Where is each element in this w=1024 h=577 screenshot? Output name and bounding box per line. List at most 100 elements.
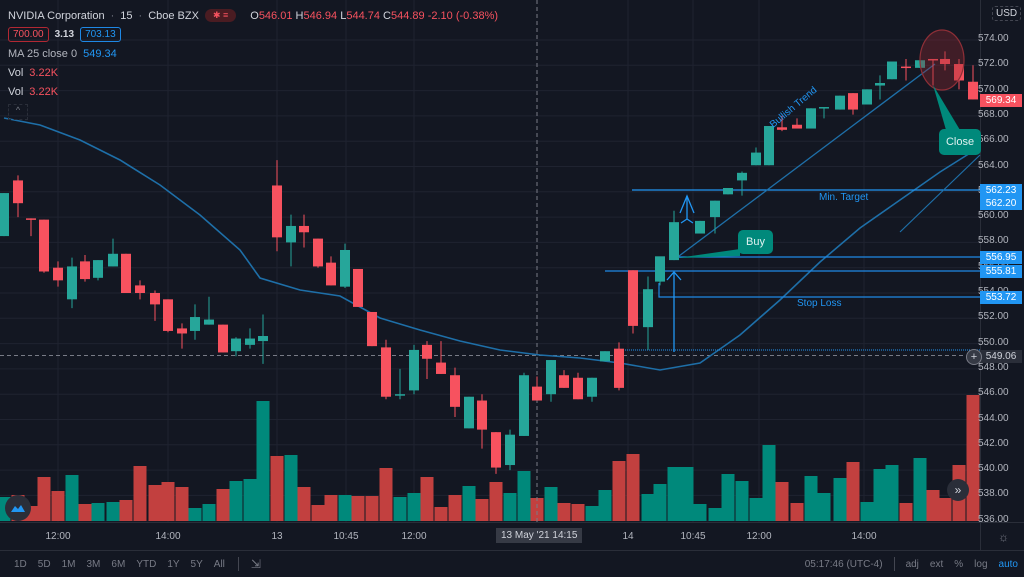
candle-body xyxy=(39,219,49,272)
min-target-label[interactable]: Min. Target xyxy=(819,192,869,203)
collapse-legend-button[interactable]: ^ xyxy=(8,104,28,120)
range-button-ytd[interactable]: YTD xyxy=(136,558,157,570)
volume-bar xyxy=(175,487,189,521)
market-status-icon[interactable]: ✱ ≡ xyxy=(204,9,237,22)
range-button-1d[interactable]: 1D xyxy=(14,558,27,570)
candle-body xyxy=(764,126,774,166)
candle-body xyxy=(272,185,282,238)
buy-button[interactable]: 703.13 xyxy=(80,27,121,42)
stop-loss-line xyxy=(658,283,980,298)
close-callout[interactable]: Close xyxy=(939,129,981,155)
mountain-icon xyxy=(11,505,25,512)
chart-legend: NVIDIA Corporation · 15 · Cboe BZX ✱ ≡ O… xyxy=(8,6,498,101)
volume-bar xyxy=(448,495,462,521)
volume-bar xyxy=(530,498,544,521)
price-tag: 555.81 xyxy=(980,265,1022,278)
stop-loss-label[interactable]: Stop Loss xyxy=(797,298,842,309)
candle-body xyxy=(887,61,897,80)
range-button-3m[interactable]: 3M xyxy=(86,558,101,570)
volume-bar xyxy=(804,476,818,521)
price-axis-label: 542.00 xyxy=(978,437,1009,449)
candle-body xyxy=(245,338,255,345)
separator: · xyxy=(138,9,143,22)
range-button-5y[interactable]: 5Y xyxy=(190,558,203,570)
volume-bar xyxy=(37,477,51,521)
range-button-all[interactable]: All xyxy=(213,558,225,570)
candle-body xyxy=(573,377,583,400)
time-axis-label: 14 xyxy=(622,531,634,542)
candle-body xyxy=(409,349,419,391)
toggle-auto[interactable]: auto xyxy=(998,558,1018,570)
volume-value: 3.22K xyxy=(29,85,59,98)
toggle-percent[interactable]: % xyxy=(954,558,964,570)
spread-value: 3.13 xyxy=(54,29,75,40)
candle-body xyxy=(231,338,241,352)
volume-bar xyxy=(873,469,887,521)
candle-body xyxy=(723,188,733,195)
candle-body xyxy=(532,386,542,401)
candle-body xyxy=(875,83,885,86)
candle-body xyxy=(600,351,610,362)
buy-callout[interactable]: Buy xyxy=(738,230,773,254)
volume-bar xyxy=(407,493,421,521)
volume-bar xyxy=(91,503,105,521)
ma-row[interactable]: MA 25 close 0 549.34 xyxy=(8,44,498,63)
candle-body xyxy=(80,261,90,280)
candle-body xyxy=(491,432,501,468)
chart-logo-button[interactable] xyxy=(5,495,31,521)
price-axis-label: 574.00 xyxy=(978,33,1009,44)
toggle-adj[interactable]: adj xyxy=(905,558,919,570)
range-button-1y[interactable]: 1Y xyxy=(167,558,180,570)
candle-body xyxy=(422,344,432,359)
ma-label: MA 25 close 0 xyxy=(8,47,78,60)
candle-body xyxy=(777,127,787,130)
toggle-log[interactable]: log xyxy=(974,558,988,570)
time-axis-label: 10:45 xyxy=(680,531,706,542)
open-label: O xyxy=(250,9,259,22)
range-button-1m[interactable]: 1M xyxy=(61,558,76,570)
price-axis-label: 536.00 xyxy=(978,513,1009,525)
volume-bar xyxy=(913,458,927,521)
volume-bar xyxy=(78,504,92,521)
time-axis-label: 10:45 xyxy=(333,531,359,542)
trade-row: 700.00 3.13 703.13 xyxy=(8,25,498,44)
crosshair-time-label: 13 May '21 14:15 xyxy=(496,528,583,543)
volume-bar xyxy=(256,401,270,521)
divider xyxy=(893,557,895,571)
currency-selector[interactable]: USD xyxy=(992,6,1022,21)
date-range-icon[interactable]: ⇲ xyxy=(250,557,261,571)
toggle-ext[interactable]: ext xyxy=(929,558,944,570)
volume-bar xyxy=(338,495,352,521)
volume-bar xyxy=(489,482,503,521)
volume-row-2[interactable]: Vol 3.22K xyxy=(8,82,498,101)
candle-body xyxy=(258,336,268,342)
volume-bar xyxy=(297,487,311,521)
price-axis-label: 548.00 xyxy=(978,361,1009,373)
candle-body xyxy=(340,249,350,287)
price-axis-label: 560.00 xyxy=(978,210,1009,222)
sell-button[interactable]: 700.00 xyxy=(8,27,49,42)
clock[interactable]: 05:17:46 (UTC-4) xyxy=(804,558,883,570)
candle-body xyxy=(954,64,964,81)
scroll-to-realtime-button[interactable]: » xyxy=(947,479,969,501)
divider xyxy=(237,557,239,571)
range-button-6m[interactable]: 6M xyxy=(111,558,126,570)
candle-body xyxy=(519,375,529,436)
time-axis-label: 13 xyxy=(271,531,283,542)
settings-gear-icon[interactable]: ☼ xyxy=(998,530,1009,544)
candle-body xyxy=(93,260,103,278)
interval[interactable]: 15 xyxy=(120,9,133,22)
volume-bar xyxy=(517,471,531,521)
add-alert-button[interactable]: + xyxy=(966,349,982,365)
volume-bar xyxy=(571,504,585,521)
symbol-name[interactable]: NVIDIA Corporation xyxy=(8,9,105,22)
volume-bar xyxy=(938,498,952,521)
volume-row-1[interactable]: Vol 3.22K xyxy=(8,63,498,82)
time-axis-label: 12:00 xyxy=(45,531,71,542)
moving-average-line xyxy=(3,117,976,371)
high-value: 546.94 xyxy=(303,9,338,22)
range-button-5d[interactable]: 5D xyxy=(37,558,51,570)
candle-body xyxy=(67,266,77,300)
candle-body xyxy=(835,95,845,110)
